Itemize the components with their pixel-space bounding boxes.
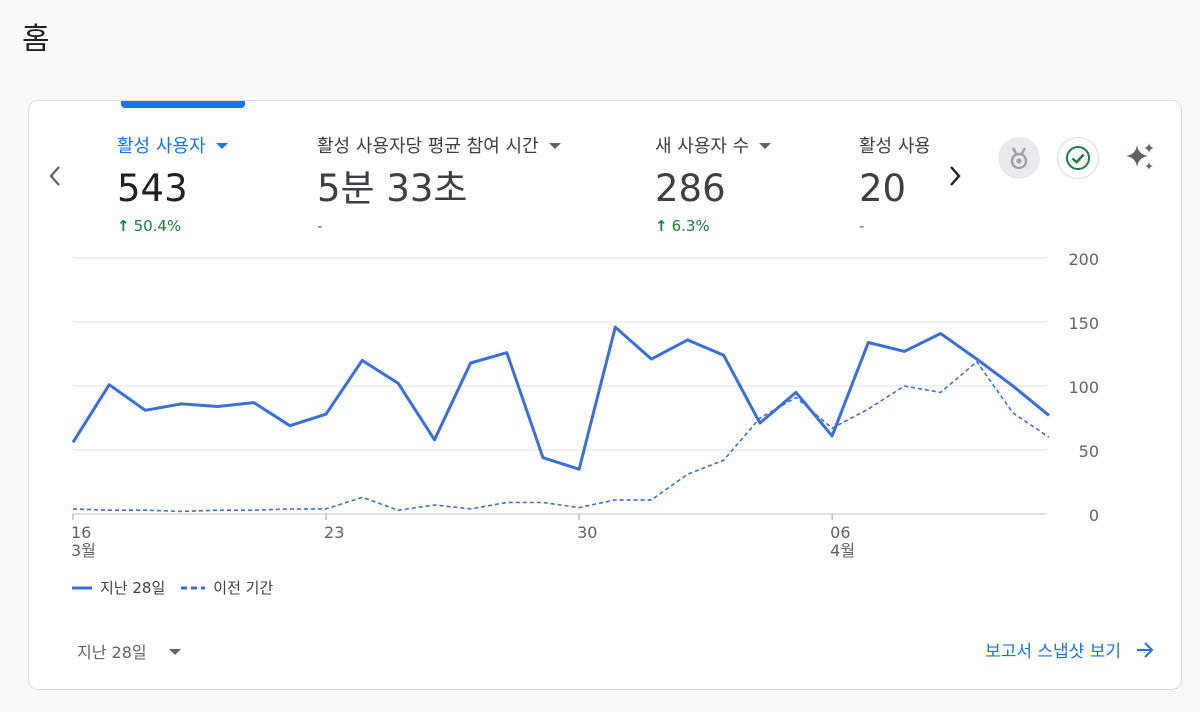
active-tab-indicator [121, 101, 245, 108]
legend-swatch-solid [72, 586, 92, 589]
caret-down-icon [168, 649, 181, 655]
y-tick-label: 200 [1068, 250, 1099, 269]
chevron-left-icon[interactable] [43, 161, 67, 191]
metric-active-users-2[interactable]: 활성 사용자 20 - [859, 131, 929, 251]
x-tick-month-label: 4월 [830, 541, 855, 560]
metric-label: 활성 사용자 [117, 136, 206, 157]
metric-label: 활성 사용자 [859, 136, 929, 157]
x-tick-label: 16 [71, 523, 91, 542]
report-link-label: 보고서 스냅샷 보기 [985, 642, 1121, 662]
legend-item-current[interactable]: 지난 28일 [72, 577, 165, 598]
view-report-snapshot-link[interactable]: 보고서 스냅샷 보기 [985, 637, 1155, 662]
chevron-right-icon[interactable] [943, 161, 967, 191]
y-tick-label: 100 [1068, 378, 1099, 397]
metric-value: 286 [655, 167, 726, 210]
arrow-up-icon: ↑ [655, 217, 668, 235]
metric-value: 5분 33초 [317, 167, 468, 210]
legend-item-previous[interactable]: 이전 기간 [181, 577, 273, 598]
caret-down-icon [548, 143, 561, 149]
y-tick-label: 50 [1079, 442, 1099, 461]
arrow-up-icon: ↑ [117, 217, 130, 235]
metric-value: 543 [117, 167, 188, 210]
date-range-label: 지난 28일 [77, 643, 147, 662]
metric-change: - [317, 217, 323, 235]
metric-avg-engagement[interactable]: 활성 사용자당 평균 참여 시간 5분 33초 - [317, 131, 617, 251]
caret-down-icon [759, 143, 772, 149]
metric-label: 활성 사용자당 평균 참여 시간 [317, 136, 539, 157]
x-tick-label: 30 [577, 523, 597, 542]
series-line-current [71, 325, 1050, 471]
sparkle-icon[interactable] [1119, 137, 1161, 179]
date-range-dropdown[interactable]: 지난 28일 [77, 639, 181, 663]
metric-tabs: 활성 사용자 543 ↑ 50.4% 활성 사용자당 평균 참여 시간 5분 33… [117, 131, 929, 251]
legend-label: 이전 기간 [213, 579, 274, 597]
x-tick-month-label: 3월 [71, 541, 96, 560]
metric-change: - [859, 217, 865, 235]
chart-legend: 지난 28일 이전 기간 [72, 577, 289, 598]
metric-change: 50.4% [133, 217, 182, 235]
series-line-previous [72, 360, 1050, 513]
caret-down-icon [215, 143, 228, 149]
y-tick-label: 0 [1089, 506, 1099, 525]
medal-icon [998, 137, 1040, 179]
metric-label: 새 사용자 수 [655, 136, 750, 157]
metric-value: 20 [859, 167, 907, 210]
metric-active-users[interactable]: 활성 사용자 543 ↑ 50.4% [117, 131, 307, 251]
check-circle-icon[interactable] [1057, 137, 1099, 179]
y-tick-label: 150 [1068, 314, 1099, 333]
legend-label: 지난 28일 [100, 579, 166, 597]
overview-card: 활성 사용자 543 ↑ 50.4% 활성 사용자당 평균 참여 시간 5분 33… [28, 100, 1182, 690]
arrow-right-icon [1137, 641, 1154, 658]
page-title: 홈 [22, 22, 50, 57]
x-tick-label: 06 [830, 523, 850, 542]
x-tick-label: 23 [324, 523, 344, 542]
metric-change: 6.3% [671, 217, 710, 235]
legend-swatch-dashed [181, 586, 206, 589]
metric-new-users[interactable]: 새 사용자 수 286 ↑ 6.3% [655, 131, 835, 251]
